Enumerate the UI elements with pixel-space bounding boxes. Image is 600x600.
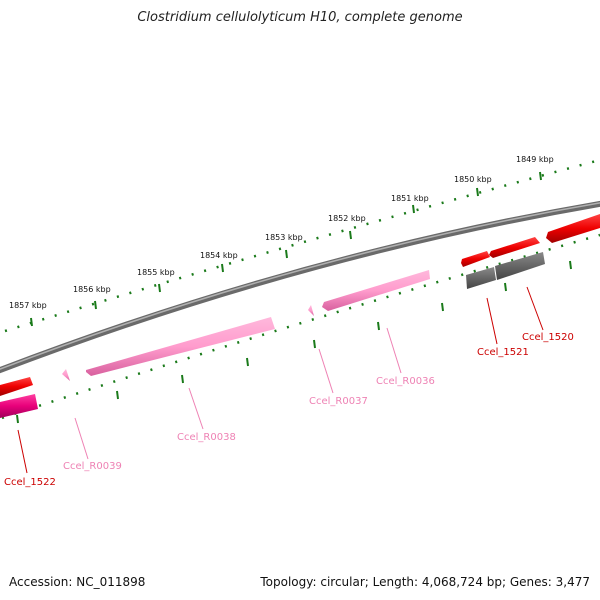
genome-backbone [0, 200, 600, 374]
kbp-label: 1856 kbp [73, 285, 111, 294]
gene-label-Ccel_1520[interactable]: Ccel_1520 [522, 332, 574, 343]
kbp-label: 1854 kbp [200, 251, 238, 260]
inner-dotted-scale [1, 233, 600, 420]
inner-major-ticks [16, 260, 572, 424]
gene-arrow-Ccel_1521[interactable] [466, 267, 496, 289]
kbp-label: 1851 kbp [391, 194, 429, 203]
gene-arrow-Ccel_R0036[interactable] [322, 270, 430, 311]
kbp-label: 1857 kbp [9, 301, 47, 310]
accession-text: Accession: NC_011898 [9, 575, 146, 589]
gene-arrow-Ccel_R0037[interactable] [308, 305, 314, 316]
kbp-label: 1853 kbp [265, 233, 303, 242]
genome-backbone-highlight [0, 202, 600, 370]
gene-leader-lines [17, 286, 544, 474]
kbp-label: 1850 kbp [454, 175, 492, 184]
gene-label-Ccel_R0038[interactable]: Ccel_R0038 [177, 432, 236, 443]
gene-arrow-Ccel_1522[interactable] [0, 394, 38, 418]
gene-label-Ccel_1522[interactable]: Ccel_1522 [4, 477, 56, 488]
gene-label-Ccel_R0036[interactable]: Ccel_R0036 [376, 376, 435, 387]
gene-arrow[interactable] [489, 237, 540, 258]
gene-arrow[interactable] [0, 377, 33, 396]
gene-label-Ccel_1521[interactable]: Ccel_1521 [477, 347, 529, 358]
gene-label-Ccel_R0039[interactable]: Ccel_R0039 [63, 461, 122, 472]
gene-arrow[interactable] [546, 214, 600, 243]
topology-text: Topology: circular; Length: 4,068,724 bp… [260, 575, 590, 589]
kbp-label: 1849 kbp [516, 155, 554, 164]
map-title: Clostridium cellulolyticum H10, complete… [137, 10, 463, 25]
gene-arrow-Ccel_1520[interactable] [495, 252, 545, 280]
gene-arrow[interactable] [461, 251, 490, 267]
gene-arrow-Ccel_R0038[interactable] [86, 317, 275, 376]
kbp-label: 1855 kbp [137, 268, 175, 277]
gene-arrow-Ccel_R0039[interactable] [62, 369, 70, 381]
kbp-label: 1852 kbp [328, 214, 366, 223]
gene-label-Ccel_R0037[interactable]: Ccel_R0037 [309, 396, 368, 407]
outer-major-ticks [30, 171, 542, 327]
